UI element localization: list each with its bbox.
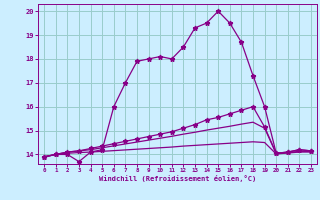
X-axis label: Windchill (Refroidissement éolien,°C): Windchill (Refroidissement éolien,°C) xyxy=(99,175,256,182)
